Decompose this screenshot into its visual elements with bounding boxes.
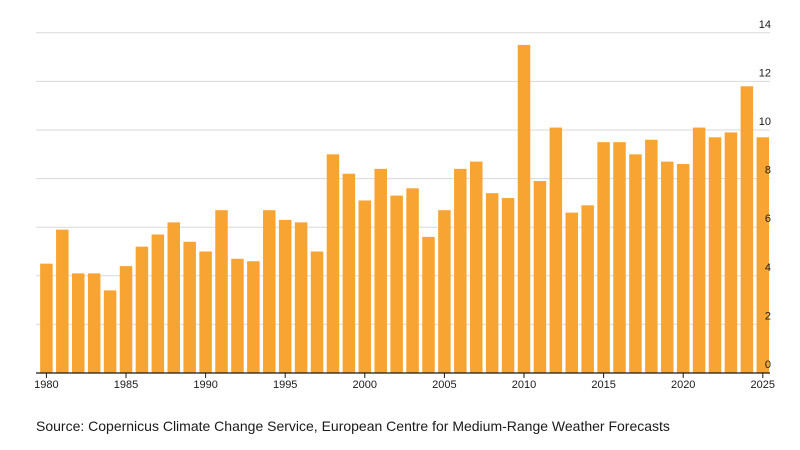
bars [40, 44, 770, 373]
chart: 0 2 4 6 8 10 12 14 1980 1985 1990 1995 2000 2005 2010 2… [34, 19, 775, 391]
x-tick-label: 2000 [353, 379, 377, 391]
bar-1980 [40, 263, 53, 373]
bar-2022 [708, 137, 722, 373]
y-tick-label: 2 [765, 310, 771, 322]
bar-2015 [597, 142, 610, 373]
x-tick-label: 2020 [671, 379, 695, 391]
bar-1991 [215, 210, 228, 373]
bar-1985 [119, 266, 133, 373]
bar-1989 [183, 241, 196, 373]
bar-2010 [517, 44, 531, 373]
x-tick-label: 2010 [512, 379, 536, 391]
bar-2025 [756, 137, 770, 373]
y-tick-label: 12 [759, 67, 771, 79]
bar-1994 [263, 210, 276, 373]
bar-2012 [549, 127, 563, 373]
bar-2008 [485, 193, 499, 373]
bar-1999 [342, 173, 356, 373]
bar-2020 [676, 164, 690, 373]
bar-2016 [613, 142, 626, 373]
axes: 0 2 4 6 8 10 12 14 1980 1985 1990 1995 2000 2005 2010 2… [34, 19, 775, 391]
bar-1997 [310, 251, 324, 373]
bar-2019 [661, 161, 674, 373]
x-tick-label: 1980 [34, 379, 58, 391]
bar-chart-svg: 0 2 4 6 8 10 12 14 1980 1985 1990 1995 2000 2005 2010 2… [34, 19, 775, 391]
bar-1995 [278, 219, 292, 373]
bar-2018 [645, 139, 658, 373]
bar-2011 [533, 181, 547, 373]
x-tick-label: 1985 [114, 379, 138, 391]
bar-2017 [629, 154, 642, 373]
bar-2006 [454, 168, 467, 373]
bar-2002 [390, 195, 403, 373]
bar-1998 [326, 154, 340, 373]
bar-2014 [581, 205, 594, 373]
bar-1990 [199, 251, 212, 373]
bar-2023 [724, 132, 738, 373]
bar-1986 [135, 246, 149, 373]
bar-1996 [294, 222, 308, 373]
bar-2005 [438, 210, 451, 373]
y-tick-label: 14 [759, 19, 771, 31]
bar-2003 [406, 188, 419, 373]
bar-1988 [167, 222, 181, 373]
x-tick-label: 1990 [193, 379, 217, 391]
bar-2021 [692, 127, 706, 373]
y-tick-label: 8 [765, 165, 771, 177]
bar-1981 [56, 229, 69, 373]
y-tick-label: 6 [765, 213, 771, 225]
x-tick-label: 2025 [751, 379, 775, 391]
x-tick-label: 1995 [273, 379, 297, 391]
bar-1983 [87, 273, 101, 373]
bar-2001 [374, 168, 387, 373]
bar-2004 [422, 236, 435, 373]
y-tick-label: 0 [765, 359, 771, 371]
bar-1987 [151, 234, 165, 373]
x-tick-label: 2005 [432, 379, 456, 391]
bar-2007 [469, 161, 483, 373]
bar-2013 [565, 212, 579, 373]
bar-1992 [231, 258, 244, 373]
bar-1982 [71, 273, 85, 373]
y-tick-label: 10 [759, 116, 771, 128]
source-note: Source: Copernicus Climate Change Servic… [36, 418, 670, 434]
bar-2024 [740, 86, 754, 373]
bar-1984 [103, 290, 117, 373]
bar-1993 [247, 261, 260, 373]
bar-2009 [501, 198, 515, 373]
bar-2000 [358, 200, 372, 373]
y-tick-label: 4 [765, 262, 771, 274]
x-tick-label: 2015 [591, 379, 615, 391]
